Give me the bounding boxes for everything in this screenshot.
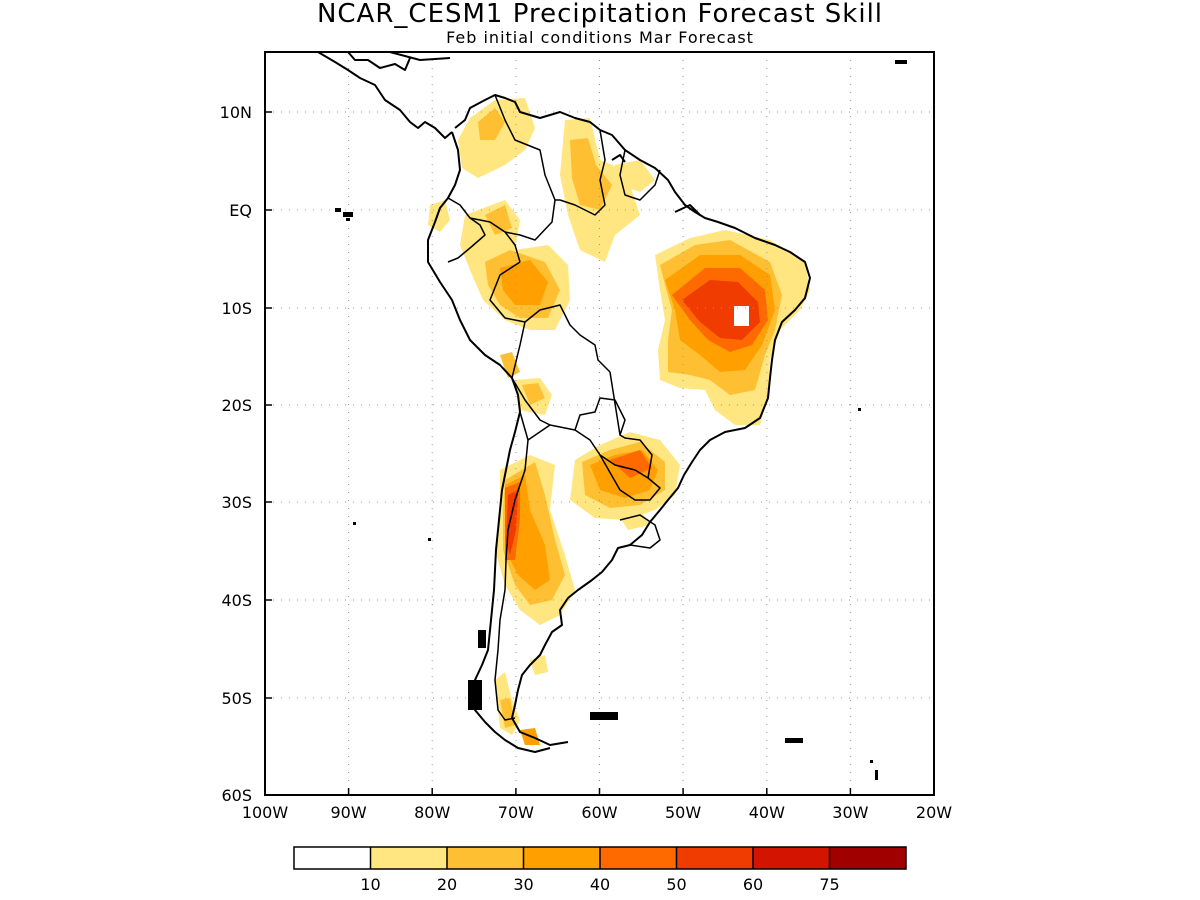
skill-region-venezuela-core (570, 138, 612, 210)
border-colombia-peru (469, 217, 521, 263)
caribbean-coast (454, 94, 811, 746)
chiloe-island (478, 630, 486, 648)
colorbar-label: 50 (666, 875, 686, 894)
colorbar-label: 30 (513, 875, 533, 894)
colorbar: 10 20 30 40 50 60 75 (293, 846, 907, 894)
x-tick-label: 100W (242, 803, 289, 822)
central-america-coast-north (347, 52, 411, 71)
patagonia-fjords (468, 680, 482, 710)
border-guyana-suriname (619, 149, 661, 201)
skill-region-colombia-core (478, 108, 505, 140)
colorbar-swatch (294, 847, 371, 869)
border-uruguay (617, 514, 661, 549)
brazil-island (858, 408, 861, 411)
colorbar-swatch (447, 847, 524, 869)
colorbar-swatch (829, 847, 906, 869)
y-tick-label: 20S (221, 396, 252, 415)
south-sandwich-island (870, 760, 873, 763)
skill-region-colombia (458, 98, 535, 178)
x-tick-label: 70W (498, 803, 534, 822)
islands (335, 60, 907, 780)
border-peru-brazil (489, 261, 611, 373)
colorbar-swatch (676, 847, 753, 869)
pacific-island (353, 522, 356, 525)
colorbar-label: 40 (590, 875, 610, 894)
map-subtitle: Feb initial conditions Mar Forecast (446, 28, 754, 47)
skill-region-peru-south (500, 352, 520, 378)
south-georgia-island (785, 738, 803, 743)
border-bolivia (511, 321, 626, 436)
y-tick-label: 50S (221, 689, 252, 708)
y-tick-label: EQ (229, 201, 252, 220)
missing-data-cell (734, 306, 749, 326)
x-tick-label: 20W (916, 803, 952, 822)
colorbar-label: 20 (437, 875, 457, 894)
border-argentina-bolivia (527, 424, 551, 441)
border-ecuador (447, 197, 486, 263)
map-title: NCAR_CESM1 Precipitation Forecast Skill (316, 0, 884, 29)
skill-region-west-amazon-core2 (500, 260, 548, 305)
y-axis-labels: 10N EQ 10S 20S 30S 40S 50S 60S (220, 103, 252, 805)
x-axis-labels: 100W 90W 80W 70W 60W 50W 40W 30W 20W (242, 803, 952, 822)
skill-region-patagonia-core (500, 698, 515, 728)
colorbar-swatch (600, 847, 677, 869)
x-tick-label: 80W (414, 803, 450, 822)
x-tick-label: 50W (665, 803, 701, 822)
x-tick-label: 30W (832, 803, 868, 822)
central-america-coast (317, 52, 453, 139)
border-paraguay (574, 429, 653, 479)
y-tick-label: 40S (221, 591, 252, 610)
south-sandwich-island-2 (875, 770, 878, 780)
colorbar-swatch (523, 847, 600, 869)
cuba-coast (389, 52, 451, 61)
border-venezuela-guyana (555, 129, 606, 216)
skill-region-guyana (615, 160, 655, 192)
border-chile-argentina (494, 411, 529, 721)
colorbar-label: 75 (819, 875, 839, 894)
x-tick-label: 90W (331, 803, 367, 822)
y-tick-label: 10N (220, 103, 252, 122)
colorbar-swatch (753, 847, 830, 869)
border-colombia-venezuela (494, 94, 556, 241)
skill-region-ecuador (428, 200, 450, 232)
skill-region-paraguay-40 (610, 450, 652, 478)
pacific-island-2 (428, 538, 431, 541)
colorbar-label: 60 (743, 875, 763, 894)
skill-region-argentina-south (530, 655, 548, 675)
border-argentina-brazil (599, 454, 661, 501)
galapagos-island-2 (343, 212, 353, 217)
x-tick-label: 40W (749, 803, 785, 822)
amazon-mouth (674, 204, 701, 216)
skill-region-bolivia-core (522, 383, 545, 405)
galapagos-island (335, 208, 341, 212)
skill-region-chile-50 (506, 490, 518, 555)
falkland-island (590, 712, 618, 720)
galapagos-island-3 (346, 218, 350, 221)
y-tick-label: 10S (221, 299, 252, 318)
colorbar-swatch (370, 847, 447, 869)
colorbar-label: 10 (360, 875, 380, 894)
axis-ticks (264, 111, 935, 796)
atlantic-island (895, 60, 907, 64)
skill-region-west-amazon-core (485, 205, 512, 235)
country-borders (447, 94, 661, 721)
x-tick-label: 60W (581, 803, 617, 822)
y-tick-label: 30S (221, 493, 252, 512)
y-tick-label: 60S (221, 786, 252, 805)
